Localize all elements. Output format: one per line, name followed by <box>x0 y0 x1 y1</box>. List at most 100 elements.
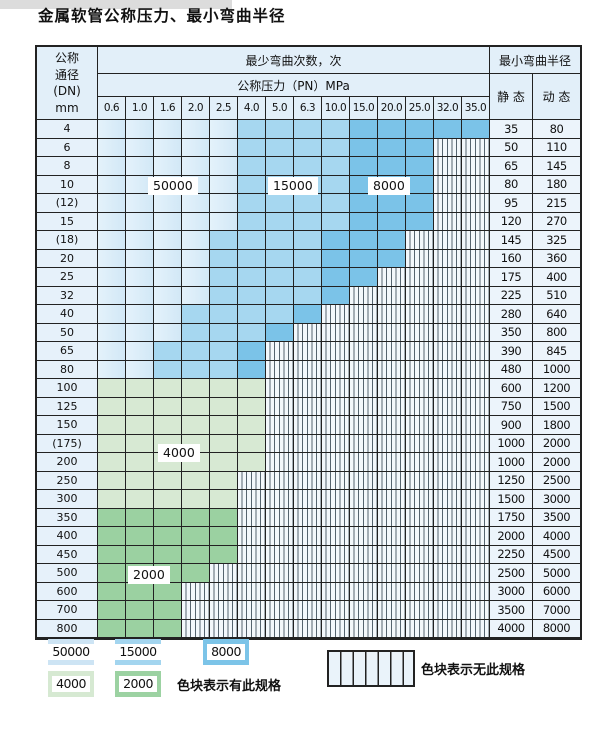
grid-cell <box>462 194 490 213</box>
grid-cell <box>462 416 490 435</box>
grid-cell <box>266 508 294 527</box>
grid-cell <box>210 305 238 324</box>
dynamic-value: 4000 <box>533 527 580 546</box>
grid-cell <box>378 508 406 527</box>
grid-cell <box>294 342 322 361</box>
grid-cell <box>238 231 266 250</box>
grid-cell <box>266 453 294 472</box>
grid-cell <box>182 194 210 213</box>
grid-cell <box>238 157 266 176</box>
pressure-col-header: 32.0 <box>434 97 462 120</box>
grid-cell <box>238 342 266 361</box>
grid-cell <box>238 582 266 601</box>
grid-cell <box>294 416 322 435</box>
legend-swatch-value: 50000 <box>48 644 94 660</box>
static-value: 80 <box>490 175 533 194</box>
grid-cell <box>126 434 154 453</box>
grid-cell <box>210 564 238 583</box>
dn-cell: 32 <box>37 286 98 305</box>
grid-cell <box>266 601 294 620</box>
dn-cell: 400 <box>37 527 98 546</box>
grid-cell <box>238 286 266 305</box>
grid-cell <box>182 397 210 416</box>
grid-cell <box>98 601 126 620</box>
grid-cell <box>462 305 490 324</box>
grid-cell <box>210 175 238 194</box>
grid-cell <box>154 527 182 546</box>
legend-swatch-4000: 4000 <box>48 671 94 697</box>
grid-cell <box>154 582 182 601</box>
grid-cell <box>322 379 350 398</box>
grid-cell <box>126 194 154 213</box>
grid-cell <box>266 416 294 435</box>
static-value: 390 <box>490 342 533 361</box>
grid-cell <box>378 231 406 250</box>
dn-cell: 40 <box>37 305 98 324</box>
legend-swatch-50000: 50000 <box>48 639 94 665</box>
grid-cell <box>182 212 210 231</box>
grid-cell <box>434 194 462 213</box>
grid-cell <box>322 342 350 361</box>
grid-cell <box>238 619 266 638</box>
dynamic-value: 80 <box>533 120 580 139</box>
static-value: 145 <box>490 231 533 250</box>
grid-cell <box>126 360 154 379</box>
grid-cell <box>266 379 294 398</box>
grid-cell <box>462 138 490 157</box>
grid-cell <box>126 416 154 435</box>
grid-cell <box>210 360 238 379</box>
grid-cell <box>406 397 434 416</box>
grid-cell <box>378 342 406 361</box>
grid-cell <box>322 471 350 490</box>
grid-cell <box>154 157 182 176</box>
dn-cell: 80 <box>37 360 98 379</box>
grid-cell <box>294 268 322 287</box>
grid-cell <box>210 286 238 305</box>
grid-cell <box>98 434 126 453</box>
grid-cell <box>350 120 378 139</box>
grid-cell <box>154 268 182 287</box>
dn-cell: 10 <box>37 175 98 194</box>
grid-cell <box>210 323 238 342</box>
grid-cell <box>126 157 154 176</box>
pressure-col-header: 20.0 <box>378 97 406 120</box>
grid-cell <box>126 268 154 287</box>
grid-cell <box>210 268 238 287</box>
grid-cell <box>182 323 210 342</box>
grid-cell <box>406 305 434 324</box>
grid-cell <box>406 360 434 379</box>
grid-cell <box>406 157 434 176</box>
grid-cell <box>210 582 238 601</box>
grid-cell <box>126 508 154 527</box>
grid-cell <box>322 249 350 268</box>
grid-cell <box>210 471 238 490</box>
grid-cell <box>434 471 462 490</box>
grid-cell <box>182 564 210 583</box>
grid-cell <box>322 323 350 342</box>
grid-cell <box>322 490 350 509</box>
grid-cell <box>350 397 378 416</box>
grid-cell <box>462 268 490 287</box>
grid-cell <box>182 471 210 490</box>
grid-cell <box>350 453 378 472</box>
grid-cell <box>154 471 182 490</box>
grid-cell <box>294 286 322 305</box>
dn-header-line: (DN) <box>53 84 81 98</box>
grid-cell <box>238 268 266 287</box>
grid-cell <box>462 120 490 139</box>
grid-cell <box>98 490 126 509</box>
spec-table: 公称 通径 (DN) mm 最少弯曲次数，次 最小弯曲半径 公称压力（PN）MPa 静… <box>35 45 582 640</box>
dn-cell: 350 <box>37 508 98 527</box>
grid-cell <box>462 527 490 546</box>
grid-cell <box>434 564 462 583</box>
grid-cell <box>266 471 294 490</box>
grid-cell <box>210 601 238 620</box>
grid-cell <box>154 416 182 435</box>
grid-cell <box>434 157 462 176</box>
grid-cell <box>238 490 266 509</box>
grid-cell <box>406 379 434 398</box>
grid-cell <box>154 231 182 250</box>
grid-cell <box>98 545 126 564</box>
grid-cell <box>350 582 378 601</box>
grid-cell <box>154 212 182 231</box>
